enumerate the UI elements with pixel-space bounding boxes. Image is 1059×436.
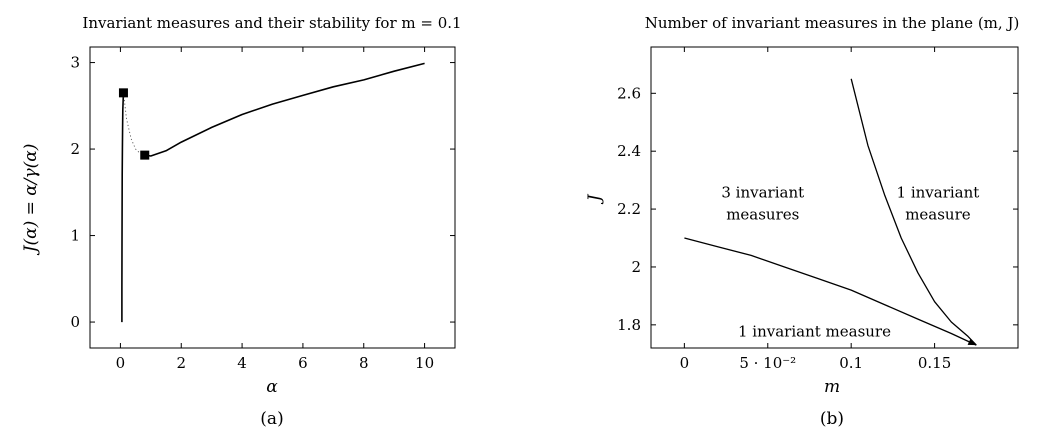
chart-b-ylabel: J (585, 193, 605, 204)
series-line-stable (144, 62, 425, 157)
x-tick-label: 0.15 (918, 354, 951, 372)
boundary-curve-1 (684, 237, 977, 346)
x-tick-label: 10 (415, 354, 434, 372)
y-tick-label: 1.8 (617, 316, 641, 334)
square-marker (140, 150, 150, 160)
series-line-stable (121, 92, 125, 323)
chart-b-y-ticks: 1.8 2 2.2 2.4 2.6 (617, 84, 1018, 334)
chart-a-markers (118, 88, 150, 160)
chart-a-x-ticks: 0 2 4 6 8 10 (116, 47, 434, 372)
chart-a-frame (89, 46, 456, 349)
y-tick-label: 2 (70, 140, 80, 158)
series-line-unstable (123, 92, 145, 156)
x-tick-label: 2 (176, 354, 186, 372)
chart-b-title: Number of invariant measures in the plan… (645, 14, 1020, 32)
chart-a-y-ticks: 0 1 2 3 (70, 54, 455, 331)
chart-a-caption: (a) (260, 409, 283, 429)
x-tick-label: 8 (359, 354, 369, 372)
x-tick-label: 0 (116, 354, 126, 372)
x-tick-label: 5 · 10⁻² (739, 354, 796, 372)
chart-b-series (684, 78, 977, 346)
x-tick-label: 0.1 (839, 354, 863, 372)
chart-b-xlabel: m (824, 377, 840, 397)
y-tick-label: 2.4 (617, 142, 641, 160)
arrowhead (967, 338, 977, 346)
x-tick-label: 4 (237, 354, 247, 372)
y-tick-label: 2 (631, 258, 641, 276)
chart-b-frame (650, 46, 1019, 349)
square-marker (118, 88, 128, 98)
region-label: 1 invariant measure (897, 184, 980, 224)
chart-b: Number of invariant measures in the plan… (585, 14, 1019, 429)
chart-b-annotations: 3 invariant measures 1 invariant measure 1 i… (721, 184, 979, 341)
boundary-curve-2 (850, 78, 977, 346)
x-tick-label: 6 (298, 354, 308, 372)
chart-a-ylabel: J(α) = α/γ(α) (21, 144, 41, 256)
chart-a-xlabel: α (266, 377, 278, 397)
y-tick-label: 3 (70, 54, 80, 72)
chart-a-title: Invariant measures and their stability f… (82, 14, 461, 32)
chart-b-x-ticks: 0 5 · 10⁻² 0.1 0.15 (680, 47, 951, 372)
y-tick-label: 2.6 (617, 84, 641, 102)
chart-a: Invariant measures and their stability f… (21, 14, 462, 429)
region-label: 1 invariant measure (738, 322, 891, 340)
y-tick-label: 2.2 (617, 200, 641, 218)
y-tick-label: 0 (70, 313, 80, 331)
x-tick-label: 0 (680, 354, 690, 372)
chart-b-caption: (b) (820, 409, 844, 429)
chart-a-series (121, 62, 425, 323)
y-tick-label: 1 (70, 227, 80, 245)
region-label: 3 invariant measures (721, 184, 804, 224)
